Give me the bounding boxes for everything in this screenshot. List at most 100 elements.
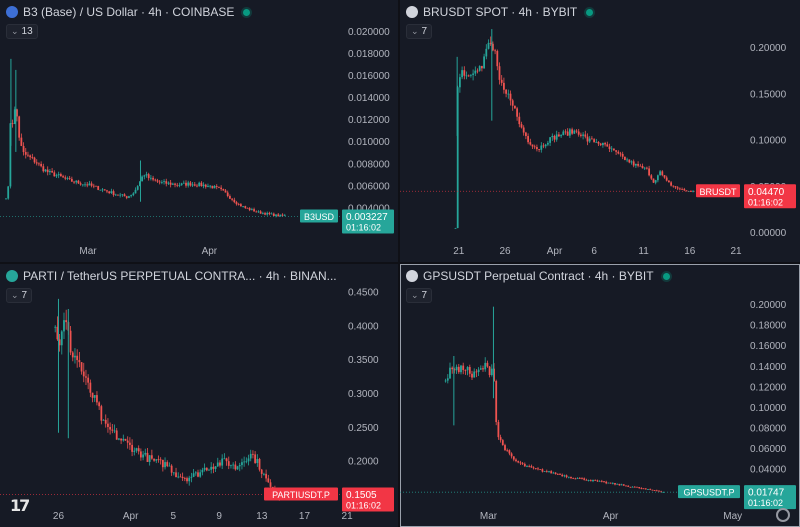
chart-canvas[interactable]: 0.200000.150000.100000.050000.000002126A… [400, 0, 800, 262]
candle-body [471, 373, 473, 378]
chart-title[interactable]: PARTI / TetherUS PERPETUAL CONTRA... · 4… [23, 269, 337, 283]
candle-body [522, 127, 525, 133]
candle-body [60, 331, 63, 346]
chart-canvas[interactable]: 0.020000 0.018000 0.016000 0.014000 0.012000… [0, 0, 398, 262]
x-tick-label: 13 [256, 511, 268, 522]
candle-body [596, 480, 599, 482]
candle-body [213, 185, 216, 189]
candle-body [515, 459, 517, 462]
chart-panel-parti[interactable]: 0.4500 0.4000 0.3500 0.3000 0.2500 0.2000 0.15… [0, 264, 398, 527]
candle-body [632, 161, 635, 166]
y-tick-label: 0.10000 [750, 136, 787, 147]
market-status-icon[interactable] [662, 272, 670, 280]
candle-body [511, 100, 514, 106]
candle-body [527, 136, 529, 143]
candle-body [74, 355, 76, 358]
candle-body [463, 70, 466, 76]
candle-body [145, 174, 148, 176]
interval-toggle[interactable]: ⌄ 7 [406, 288, 433, 303]
candle-body [114, 194, 117, 196]
candle-body [685, 190, 688, 192]
candle-body [169, 182, 172, 185]
candle-body [179, 476, 182, 478]
market-status-icon[interactable] [243, 8, 251, 16]
countdown-label: 01:16:02 [346, 223, 381, 233]
candle-body [647, 489, 649, 490]
candle-body [97, 186, 100, 190]
candle-body [486, 362, 489, 367]
chart-panel-bru[interactable]: 0.200000.150000.100000.050000.000002126A… [400, 0, 800, 262]
candle-body [226, 192, 229, 197]
candle-body [508, 450, 511, 454]
interval-toggle[interactable]: ⌄ 7 [6, 288, 33, 303]
candle-body [118, 438, 120, 440]
candle-body [178, 185, 181, 186]
candle-body [130, 195, 133, 197]
chart-panel-gps[interactable]: 0.20000 0.18000 0.16000 0.14000 0.12000 0.100… [400, 264, 800, 527]
countdown-label: 01:16:02 [748, 197, 783, 207]
settings-gear-icon[interactable] [776, 508, 790, 522]
candle-body [174, 183, 176, 185]
candle-body [165, 181, 168, 184]
chart-panel-b3[interactable]: 0.020000 0.018000 0.016000 0.014000 0.012000… [0, 0, 398, 262]
candle-body [139, 451, 142, 458]
candle-body [200, 182, 203, 187]
chart-canvas[interactable]: 0.4500 0.4000 0.3500 0.3000 0.2500 0.2000 0.15… [0, 264, 398, 527]
chart-header: GPSUSDT Perpetual Contract · 4h · BYBIT [406, 269, 670, 283]
candle-body [121, 194, 124, 196]
candle-body [586, 136, 589, 142]
candle-body [467, 75, 470, 77]
candle-body [225, 458, 228, 462]
x-tick-label: 17 [299, 511, 311, 522]
interval-toggle[interactable]: ⌄ 7 [406, 24, 433, 39]
candle-body [268, 212, 271, 214]
candle-body [70, 178, 73, 182]
candle-body [168, 465, 171, 467]
y-tick-label: 0.18000 [750, 321, 787, 332]
chart-canvas[interactable]: 0.20000 0.18000 0.16000 0.14000 0.12000 0.100… [400, 264, 800, 527]
candle-body [248, 208, 251, 211]
chart-title[interactable]: B3 (Base) / US Dollar · 4h · COINBASE [23, 5, 235, 19]
candle-body [269, 482, 272, 487]
candle-body [183, 477, 186, 479]
candle-body [536, 147, 538, 150]
tradingview-logo-icon[interactable]: 17 [10, 496, 30, 515]
x-tick-label: 26 [499, 246, 511, 257]
chart-title[interactable]: BRUSDT SPOT · 4h · BYBIT [423, 5, 578, 19]
y-tick-label: 0.012000 [348, 115, 390, 126]
x-tick-label: Mar [79, 246, 97, 257]
chevron-down-icon: ⌄ [411, 26, 419, 36]
candle-body [170, 465, 173, 473]
candle-body [77, 180, 80, 184]
candle-body [620, 484, 623, 486]
y-tick-label: 0.08000 [750, 423, 787, 434]
candle-body [160, 181, 163, 183]
candle-body [134, 189, 137, 194]
candle-body [625, 485, 627, 487]
chart-title[interactable]: GPSUSDT Perpetual Contract · 4h · BYBIT [423, 269, 654, 283]
candle-body [258, 459, 261, 470]
symbol-badge-bg [300, 209, 338, 223]
candle-body [219, 462, 221, 466]
symbol-badge-bg [264, 487, 338, 501]
candle-body [514, 105, 516, 109]
candle-body [175, 472, 177, 478]
candle-body [244, 206, 247, 208]
x-tick-label: 11 [638, 246, 649, 257]
candle-body [220, 187, 223, 190]
market-status-icon[interactable] [586, 8, 594, 16]
candle-body [563, 475, 566, 477]
candle-body [193, 184, 196, 186]
y-tick-label: 0.3000 [348, 389, 379, 400]
candle-body [549, 137, 551, 143]
candle-body [7, 186, 10, 199]
candle-body [171, 183, 174, 185]
candle-body [128, 196, 130, 198]
candle-body [199, 472, 202, 477]
interval-toggle[interactable]: ⌄ 13 [6, 24, 38, 39]
candle-body [627, 485, 630, 487]
candle-body [505, 89, 507, 94]
candle-body [477, 369, 480, 373]
candle-body [93, 395, 96, 398]
